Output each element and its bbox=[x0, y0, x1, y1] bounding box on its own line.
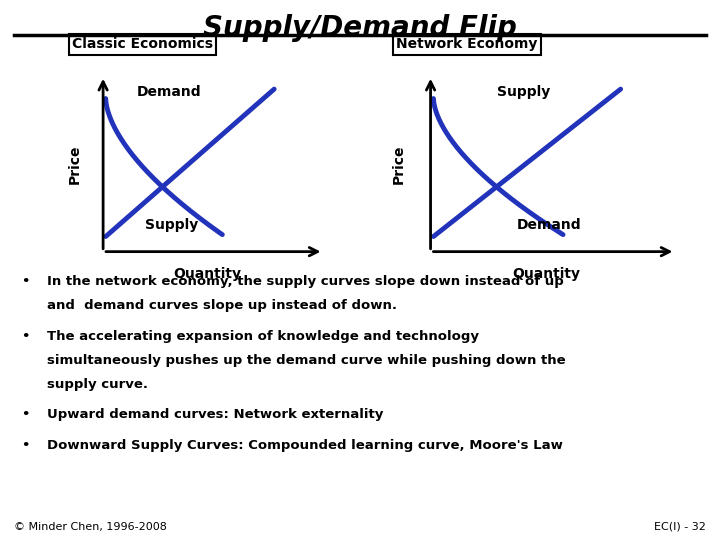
Text: Downward Supply Curves: Compounded learning curve, Moore's Law: Downward Supply Curves: Compounded learn… bbox=[47, 440, 562, 453]
Text: Price: Price bbox=[392, 145, 406, 185]
Text: In the network economy, the supply curves slope down instead of up: In the network economy, the supply curve… bbox=[47, 275, 564, 288]
Text: Supply: Supply bbox=[497, 85, 550, 99]
Text: supply curve.: supply curve. bbox=[47, 377, 148, 390]
Text: Supply/Demand Flip: Supply/Demand Flip bbox=[203, 14, 517, 42]
Text: and  demand curves slope up instead of down.: and demand curves slope up instead of do… bbox=[47, 299, 397, 312]
Text: Quantity: Quantity bbox=[173, 267, 240, 281]
Text: © Minder Chen, 1996-2008: © Minder Chen, 1996-2008 bbox=[14, 522, 167, 532]
Text: Network Economy: Network Economy bbox=[396, 37, 537, 51]
Text: EC(I) - 32: EC(I) - 32 bbox=[654, 522, 706, 532]
Text: simultaneously pushes up the demand curve while pushing down the: simultaneously pushes up the demand curv… bbox=[47, 354, 565, 367]
Text: Quantity: Quantity bbox=[512, 267, 580, 281]
Text: •: • bbox=[22, 275, 30, 288]
Text: Supply: Supply bbox=[145, 218, 198, 232]
Text: •: • bbox=[22, 330, 30, 343]
Text: Classic Economics: Classic Economics bbox=[72, 37, 213, 51]
Text: Upward demand curves: Network externality: Upward demand curves: Network externalit… bbox=[47, 408, 383, 421]
Text: •: • bbox=[22, 440, 30, 453]
Text: Demand: Demand bbox=[517, 218, 582, 232]
Text: •: • bbox=[22, 408, 30, 421]
Text: The accelerating expansion of knowledge and technology: The accelerating expansion of knowledge … bbox=[47, 330, 479, 343]
Text: Demand: Demand bbox=[137, 85, 202, 99]
Text: Price: Price bbox=[68, 145, 81, 185]
